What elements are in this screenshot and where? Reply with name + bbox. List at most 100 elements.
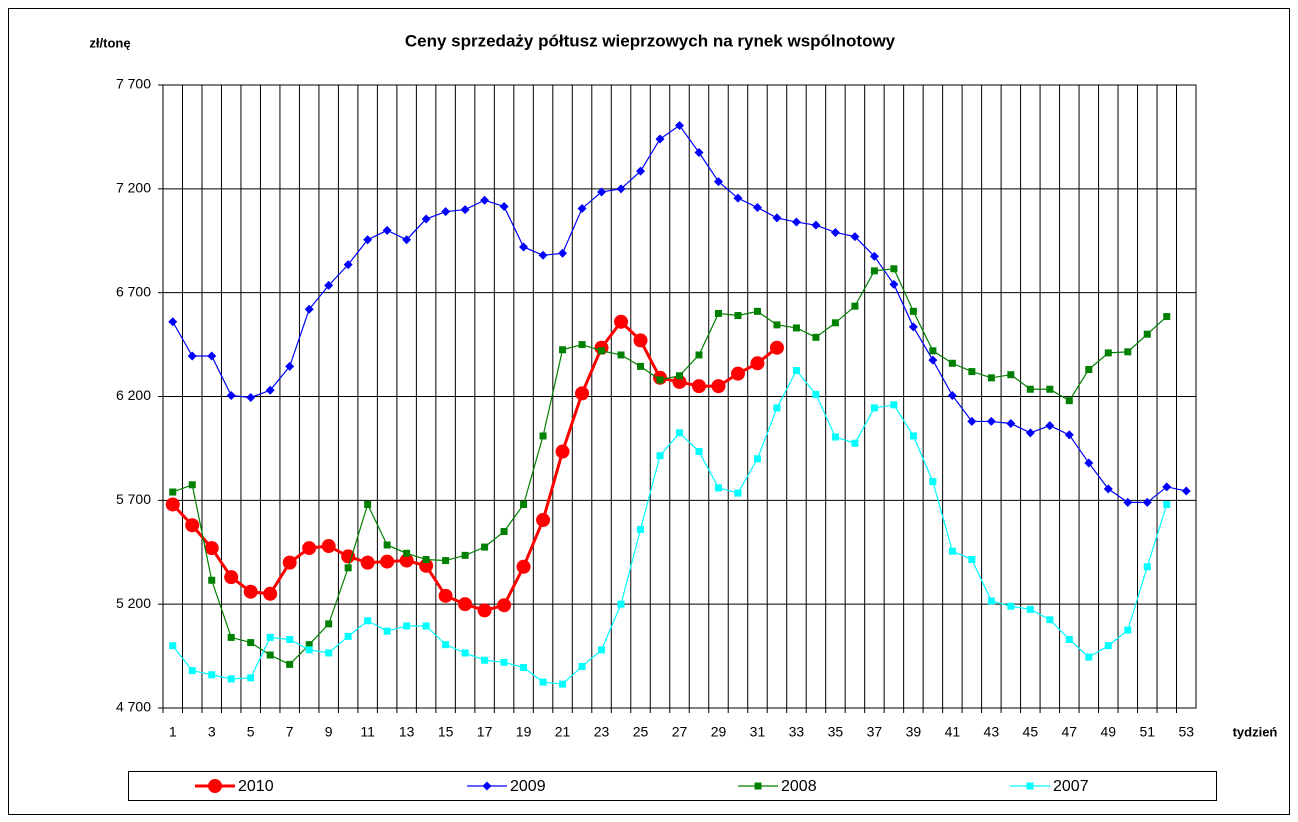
data-point (929, 478, 937, 486)
data-point (497, 598, 512, 613)
data-point (831, 433, 839, 441)
data-point (1007, 371, 1015, 379)
data-point (208, 576, 216, 584)
x-tick-label: 31 (750, 724, 766, 740)
data-point (516, 559, 531, 574)
legend-marker (754, 782, 762, 790)
data-point (325, 649, 333, 657)
data-point (733, 193, 743, 203)
data-point (851, 439, 859, 447)
data-point (614, 314, 629, 329)
data-point (500, 527, 508, 535)
data-point (812, 333, 820, 341)
data-point (987, 374, 995, 382)
data-point (1163, 313, 1171, 321)
data-point (539, 678, 547, 686)
data-point (422, 622, 430, 630)
data-point (363, 235, 373, 245)
series-line (172, 268, 1168, 666)
data-point (382, 225, 392, 235)
data-point (773, 321, 781, 329)
data-point (773, 404, 781, 412)
data-point (304, 304, 314, 314)
data-point (442, 641, 450, 649)
data-point (1065, 397, 1073, 405)
data-point (344, 564, 352, 572)
plot-border (162, 84, 1197, 709)
data-point (1143, 330, 1151, 338)
data-point (165, 497, 180, 512)
data-point (380, 554, 395, 569)
x-tick-label: 33 (789, 724, 805, 740)
data-point (908, 322, 918, 332)
data-point (831, 319, 839, 327)
data-point (341, 549, 356, 564)
data-point (1046, 385, 1054, 393)
data-point (403, 622, 411, 630)
data-point (753, 455, 761, 463)
data-point (207, 351, 217, 361)
data-point (481, 543, 489, 551)
legend-marker (208, 779, 222, 793)
x-tick-label: 27 (672, 724, 688, 740)
data-point (1104, 642, 1112, 650)
data-point (481, 656, 489, 664)
data-point (188, 481, 196, 489)
x-tick-label: 37 (867, 724, 883, 740)
data-point (1124, 348, 1132, 356)
data-point (265, 385, 275, 395)
data-point (1103, 484, 1113, 494)
data-point (224, 570, 239, 585)
data-point (1046, 616, 1054, 624)
data-point (636, 166, 646, 176)
x-tick-label: 15 (438, 724, 454, 740)
data-point (1065, 635, 1073, 643)
data-point (402, 235, 412, 245)
x-tick-label: 39 (906, 724, 922, 740)
data-point (1007, 602, 1015, 610)
data-point (734, 489, 742, 497)
data-point (325, 620, 333, 628)
data-point (1085, 366, 1093, 374)
data-point (730, 366, 745, 381)
x-tick-label: 1 (169, 724, 177, 740)
data-point (890, 265, 898, 273)
data-point (929, 347, 937, 355)
data-point (247, 639, 255, 647)
data-point (559, 346, 567, 354)
x-tick-label: 7 (286, 724, 294, 740)
y-axis-label: zł/tonę (89, 35, 130, 50)
data-point (695, 448, 703, 456)
data-point (676, 429, 683, 437)
data-point (812, 390, 820, 398)
data-point (555, 444, 570, 459)
x-tick-label: 9 (325, 724, 333, 740)
legend-label: 2008 (781, 778, 817, 795)
data-point (655, 134, 665, 144)
data-point (675, 120, 684, 130)
data-point (792, 324, 800, 332)
data-point (947, 390, 957, 400)
x-tick-label: 41 (945, 724, 961, 740)
data-point (1026, 385, 1034, 393)
data-point (403, 549, 411, 557)
data-point (520, 664, 528, 672)
data-point (948, 547, 956, 555)
data-point (364, 617, 372, 625)
x-tick-label: 47 (1062, 724, 1078, 740)
data-point (695, 351, 703, 359)
data-point (538, 250, 548, 260)
y-tick-label: 6 200 (116, 387, 151, 403)
data-point (536, 513, 551, 528)
data-point (1123, 497, 1133, 507)
data-point (344, 632, 352, 640)
data-point (302, 541, 317, 556)
data-point (321, 539, 336, 554)
data-point (598, 646, 606, 654)
data-point (1064, 430, 1074, 440)
data-point (500, 658, 508, 666)
x-tick-label: 29 (711, 724, 727, 740)
data-point (421, 214, 431, 224)
data-point (477, 603, 492, 618)
data-point (769, 340, 784, 355)
